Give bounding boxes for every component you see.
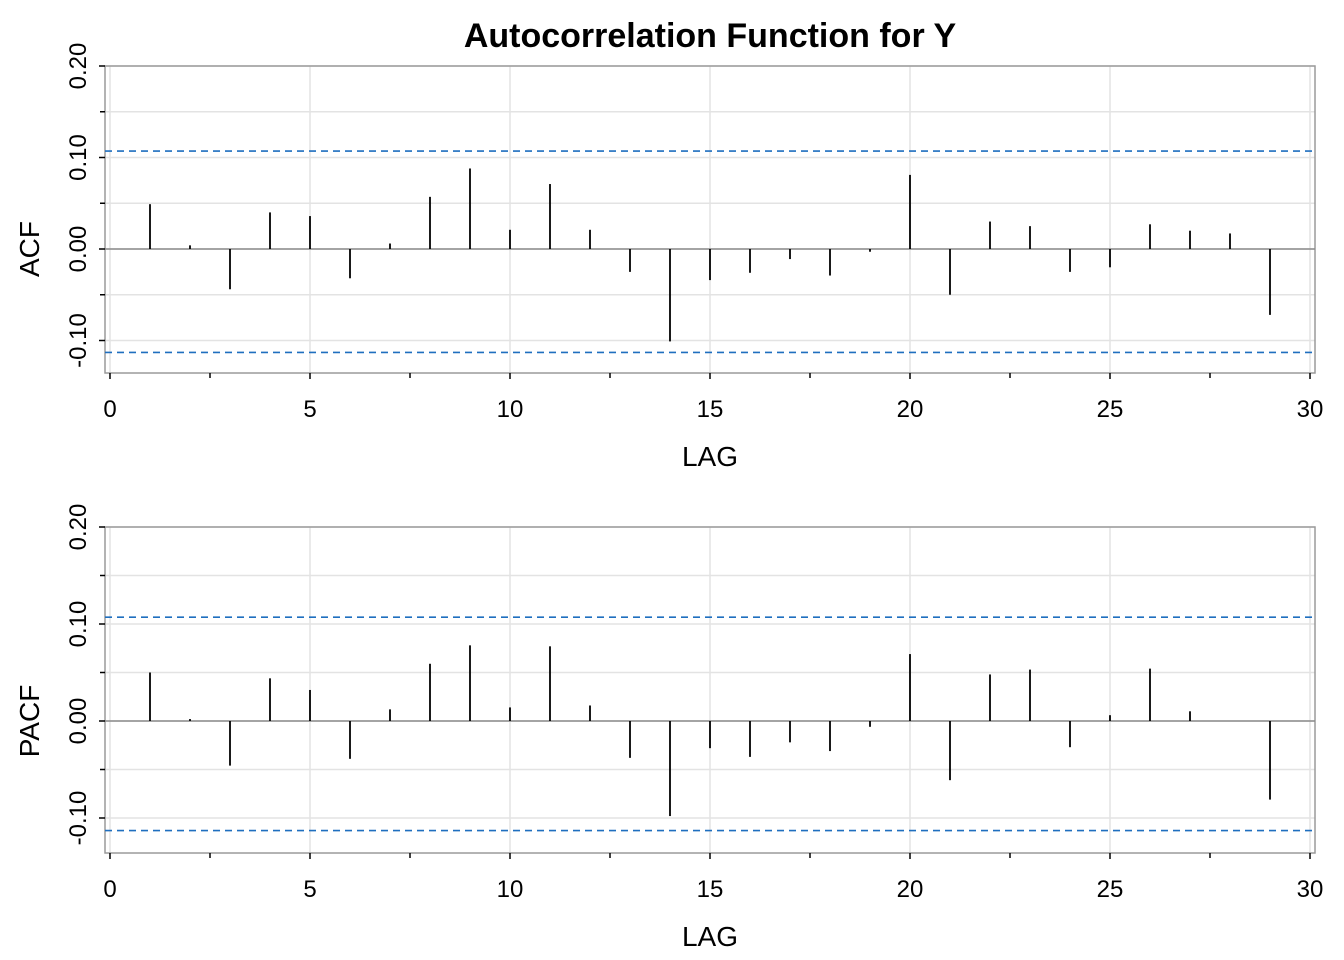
y-tick-label: 0.00 — [65, 226, 92, 273]
y-tick-label: -0.10 — [65, 313, 92, 368]
x-tick-label: 5 — [303, 396, 316, 423]
y-axis-label: PACF — [14, 685, 45, 758]
acf-panel: 0 5 10 15 20 25 30 -0.10 0.00 0.10 0.20 LAG ACF — [14, 43, 1323, 472]
y-tick-label: -0.10 — [65, 791, 92, 846]
y-axis-label: ACF — [14, 221, 45, 277]
x-tick-label: 20 — [897, 876, 924, 903]
x-tick-label: 15 — [697, 396, 724, 423]
x-tick-label: 0 — [103, 396, 116, 423]
y-tick-label: 0.10 — [65, 134, 92, 181]
x-axis-label: LAG — [682, 441, 738, 472]
x-tick-label: 30 — [1297, 396, 1324, 423]
x-tick-label: 10 — [497, 876, 524, 903]
x-tick-label: 10 — [497, 396, 524, 423]
x-tick-label: 15 — [697, 876, 724, 903]
x-tick-label: 5 — [303, 876, 316, 903]
x-tick-label: 20 — [897, 396, 924, 423]
x-tick-label: 25 — [1097, 396, 1124, 423]
x-tick-label: 30 — [1297, 876, 1324, 903]
figure-title: Autocorrelation Function for Y — [464, 17, 957, 55]
y-tick-label: 0.20 — [65, 43, 92, 90]
y-tick-label: 0.20 — [65, 504, 92, 551]
x-tick-label: 25 — [1097, 876, 1124, 903]
y-tick-label: 0.00 — [65, 698, 92, 745]
y-tick-label: 0.10 — [65, 601, 92, 648]
x-axis-label: LAG — [682, 921, 738, 952]
x-tick-label: 0 — [103, 876, 116, 903]
pacf-panel: 0 5 10 15 20 25 30 -0.10 0.00 0.10 0.20 LAG PACF — [14, 504, 1323, 952]
